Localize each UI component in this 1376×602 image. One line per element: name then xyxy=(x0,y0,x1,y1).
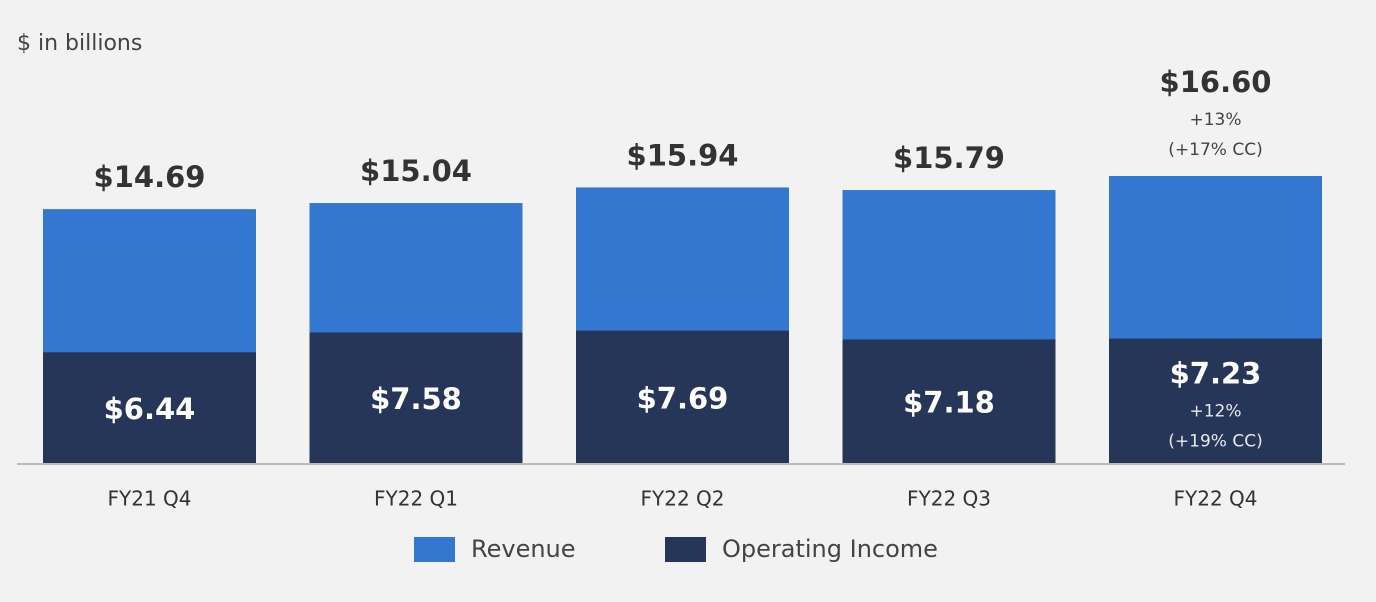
bar xyxy=(576,330,789,464)
value-label: $7.23 xyxy=(1170,356,1262,390)
x-tick-label: FY22 Q4 xyxy=(1174,487,1258,511)
x-tick-label: FY22 Q2 xyxy=(641,487,725,511)
value-label: $15.04 xyxy=(360,154,472,188)
bar xyxy=(1109,338,1322,464)
legend-label: Operating Income xyxy=(722,535,938,563)
value-label: $15.94 xyxy=(627,138,739,172)
value-note: (+17% CC) xyxy=(1168,140,1262,160)
value-label: $14.69 xyxy=(94,160,206,194)
x-tick-label: FY22 Q1 xyxy=(374,487,458,511)
legend-swatch xyxy=(414,537,455,562)
bar xyxy=(842,339,1056,464)
value-note: +13% xyxy=(1189,110,1241,130)
legend-swatch xyxy=(665,537,706,562)
value-note: +12% xyxy=(1189,401,1241,421)
x-tick-label: FY21 Q4 xyxy=(108,487,192,511)
bar xyxy=(43,352,256,464)
legend-label: Revenue xyxy=(471,535,576,563)
bar xyxy=(309,332,523,464)
x-tick-label: FY22 Q3 xyxy=(907,487,991,511)
value-label: $7.18 xyxy=(903,386,995,420)
value-note: (+19% CC) xyxy=(1168,431,1262,451)
value-label: $16.60 xyxy=(1160,65,1272,99)
value-label: $7.58 xyxy=(370,382,462,416)
value-label: $15.79 xyxy=(893,141,1005,175)
value-label: $6.44 xyxy=(104,392,196,426)
value-label: $7.69 xyxy=(637,381,729,415)
chart-subtitle: $ in billions xyxy=(17,31,142,56)
